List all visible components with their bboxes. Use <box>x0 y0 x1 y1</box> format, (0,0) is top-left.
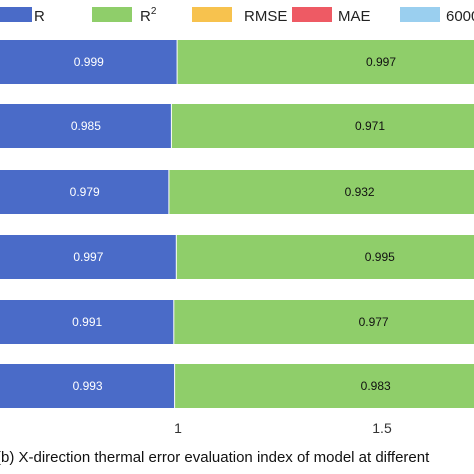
bar-r-row-3 <box>0 170 170 214</box>
bar-r-row-4 <box>0 235 177 279</box>
chart-caption: (b) X-direction thermal error evaluation… <box>0 449 430 466</box>
x-tick-label: 1 <box>174 420 182 436</box>
bar-r-row-5 <box>0 300 175 344</box>
legend-swatch-r2 <box>92 7 132 22</box>
bar-r2-row-3 <box>169 170 474 214</box>
chart-legend: R R2 RMSE MAE 6000r/m <box>0 6 474 25</box>
legend-label-r2: R2 <box>140 6 157 25</box>
legend-swatch-r <box>0 7 32 22</box>
bar-r2-row-6 <box>175 364 474 408</box>
bar-r2-row-2 <box>171 104 474 148</box>
legend-label-rmse: RMSE <box>244 8 287 25</box>
data-label-r-row-3: 0.979 <box>70 185 100 199</box>
data-label-r2-row-5: 0.977 <box>359 315 389 329</box>
legend-label-6000r-m: 6000r/m <box>446 8 474 25</box>
data-label-r-row-4: 0.997 <box>73 250 103 264</box>
bar-r2-row-5 <box>174 300 474 344</box>
data-label-r-row-2: 0.985 <box>71 119 101 133</box>
bar-r-row-1 <box>0 40 178 84</box>
data-label-r2-row-1: 0.997 <box>366 55 396 69</box>
legend-swatch-mae <box>292 7 332 22</box>
bar-r2-row-4 <box>176 235 474 279</box>
bar-r-row-2 <box>0 104 172 148</box>
x-tick-label: 1.5 <box>372 420 392 436</box>
bar-r2-row-1 <box>177 40 474 84</box>
bar-r-row-6 <box>0 364 176 408</box>
data-label-r-row-6: 0.993 <box>73 379 103 393</box>
data-label-r-row-5: 0.991 <box>72 315 102 329</box>
data-label-r2-row-4: 0.995 <box>365 250 395 264</box>
legend-label-mae: MAE <box>338 8 371 25</box>
legend-label-r: R <box>34 8 45 25</box>
data-label-r2-row-6: 0.983 <box>361 379 391 393</box>
data-label-r2-row-3: 0.932 <box>345 185 375 199</box>
legend-swatch-6000r-m <box>400 7 440 22</box>
legend-swatch-rmse <box>192 7 232 22</box>
chart-bars: 0.9990.9970.190.170.9850.9710.4290.9790.… <box>0 40 474 408</box>
x-axis: 0.511.52 <box>174 420 392 436</box>
data-label-r2-row-2: 0.971 <box>355 119 385 133</box>
data-label-r-row-1: 0.999 <box>74 55 104 69</box>
